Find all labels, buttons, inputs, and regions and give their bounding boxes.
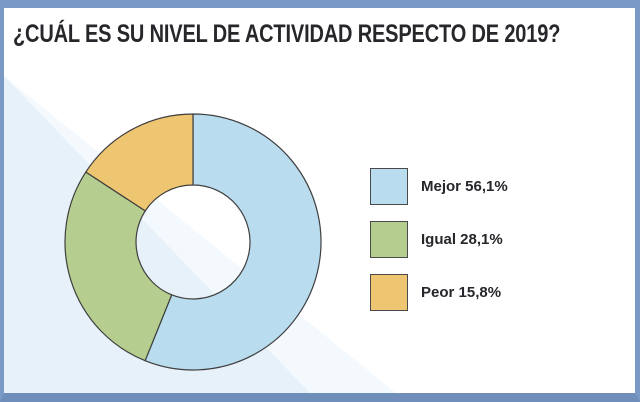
donut-svg [64,113,322,371]
donut-chart [53,102,333,382]
legend-item-igual: Igual 28,1% [370,221,508,258]
legend-item-mejor: Mejor 56,1% [370,168,508,205]
donut-slice-igual [64,171,173,362]
legend-swatch-mejor [370,168,408,205]
legend-label-mejor: Mejor 56,1% [421,178,508,195]
legend-label-igual: Igual 28,1% [421,231,503,248]
legend-swatch-peor [370,274,408,311]
legend-label-peor: Peor 15,8% [421,284,502,301]
content-area: ¿CUÁL ES SU NIVEL DE ACTIVIDAD RESPECTO … [4,8,635,393]
donut-slice-mejor [144,113,322,371]
legend: Mejor 56,1% Igual 28,1% Peor 15,8% [370,168,508,311]
legend-item-peor: Peor 15,8% [370,274,508,311]
legend-swatch-igual [370,221,408,258]
chart-title: ¿CUÁL ES SU NIVEL DE ACTIVIDAD RESPECTO … [13,20,561,48]
donut-slice-peor [85,113,194,212]
